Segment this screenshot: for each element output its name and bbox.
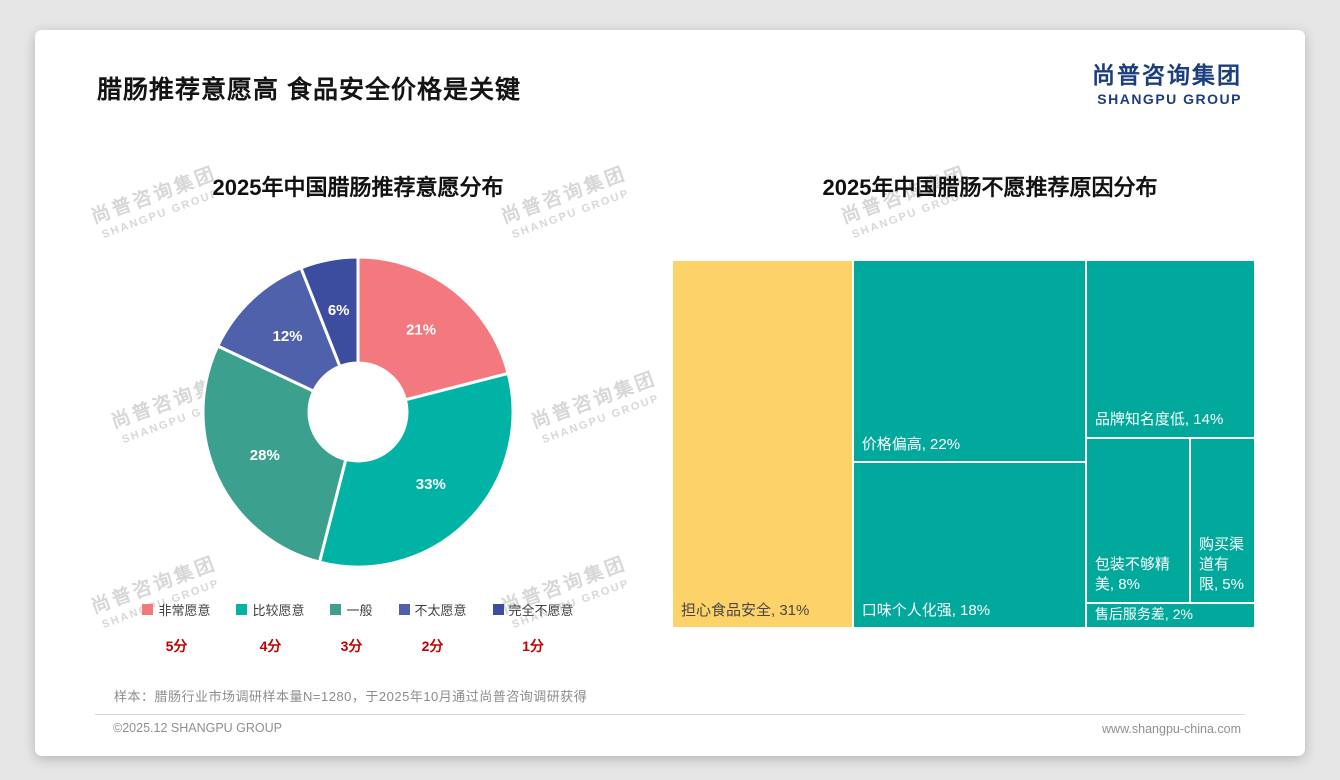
treemap-cell-5: 包装不够精美, 8% — [1085, 437, 1190, 603]
donut-slice-1 — [356, 255, 510, 402]
legend-score: 3分 — [340, 638, 363, 654]
legend-item-4: 不太愿意 2分 — [398, 600, 467, 656]
page-title: 腊肠推荐意愿高 食品安全价格是关键 — [97, 76, 521, 104]
treemap-chart-title: 2025年中国腊肠不愿推荐原因分布 — [822, 175, 1158, 200]
donut-slice-4 — [216, 266, 342, 393]
company-logo: 尚普咨询集团 SHANGPU GROUP — [1092, 56, 1242, 107]
legend-score: 2分 — [421, 638, 444, 654]
treemap-cell-label: 价格偏高, 22% — [861, 436, 961, 454]
legend-label: 不太愿意 — [414, 603, 467, 618]
footnote: 样本：腊肠行业市场调研样本量N=1280，于2025年10月通过尚普咨询调研获得 — [114, 689, 588, 704]
treemap-cell-label: 担心食品安全, 31% — [681, 601, 810, 619]
treemap-cell-label: 包装不够精美, 8% — [1094, 556, 1170, 594]
footer-website: www.shangpu-china.com — [1102, 722, 1241, 736]
logo-en: SHANGPU GROUP — [1097, 91, 1242, 107]
legend-item-5: 完全不愿意 1分 — [492, 600, 574, 656]
treemap-cell-1: 担心食品安全, 31% — [672, 260, 853, 628]
donut-slice-label: 28% — [250, 447, 280, 464]
legend-label: 一般 — [346, 603, 373, 618]
treemap-cell-4: 品牌知名度低, 14% — [1085, 260, 1255, 438]
donut-slice-label: 21% — [406, 322, 436, 339]
treemap-cell-label: 口味个人化强, 18% — [861, 601, 991, 619]
legend-swatch — [142, 604, 154, 615]
treemap-cell-label: 售后服务差, 2% — [1094, 606, 1193, 623]
legend-item-3: 一般 3分 — [330, 600, 373, 656]
legend-swatch — [398, 604, 410, 615]
donut-legend: 非常愿意 5分 比较愿意 4分 一般 3分 不太愿意 2分 完全不愿意 1分 — [35, 600, 681, 656]
legend-label: 完全不愿意 — [508, 603, 574, 618]
donut-slice-label: 12% — [272, 328, 302, 345]
treemap-cell-6: 购买渠道有限, 5% — [1189, 437, 1255, 603]
treemap-cell-3: 口味个人化强, 18% — [852, 462, 1086, 628]
donut-slice-2 — [317, 371, 515, 569]
legend-score: 5分 — [165, 638, 188, 654]
legend-label: 比较愿意 — [252, 603, 305, 618]
legend-swatch — [492, 604, 504, 615]
treemap-cell-2: 价格偏高, 22% — [852, 260, 1086, 463]
legend-item-2: 比较愿意 4分 — [236, 600, 304, 656]
logo-cn: 尚普咨询集团 — [1092, 62, 1242, 88]
donut-chart: 21% 33% 28% 12% 6% — [201, 255, 515, 569]
footer-copyright: ©2025.12 SHANGPU GROUP — [113, 721, 282, 735]
legend-score: 1分 — [522, 638, 544, 654]
donut-slice-5 — [299, 255, 360, 368]
donut-slice-label: 33% — [416, 476, 446, 493]
legend-item-1: 非常愿意 5分 — [142, 600, 210, 656]
treemap-cell-label: 品牌知名度低, 14% — [1094, 411, 1224, 429]
treemap-cell-label: 购买渠道有限, 5% — [1198, 535, 1244, 594]
footer-divider — [95, 714, 1245, 715]
legend-swatch — [330, 604, 342, 615]
donut-slice-3 — [201, 344, 348, 564]
donut-slice-label: 6% — [328, 302, 350, 319]
donut-chart-title: 2025年中国腊肠推荐意愿分布 — [212, 175, 504, 200]
legend-swatch — [236, 604, 248, 615]
legend-label: 非常愿意 — [158, 603, 211, 618]
treemap-chart: 担心食品安全, 31% 价格偏高, 22% 口味个人化强, 18% 品牌知名度低, 1… — [672, 260, 1255, 628]
treemap-cell-7: 售后服务差, 2% — [1085, 602, 1255, 628]
legend-score: 4分 — [259, 638, 282, 654]
slide-card: 尚普咨询集团 SHANGPU GROUP 尚普咨询集团 SHANGPU GROUP 尚普… — [35, 30, 1305, 756]
